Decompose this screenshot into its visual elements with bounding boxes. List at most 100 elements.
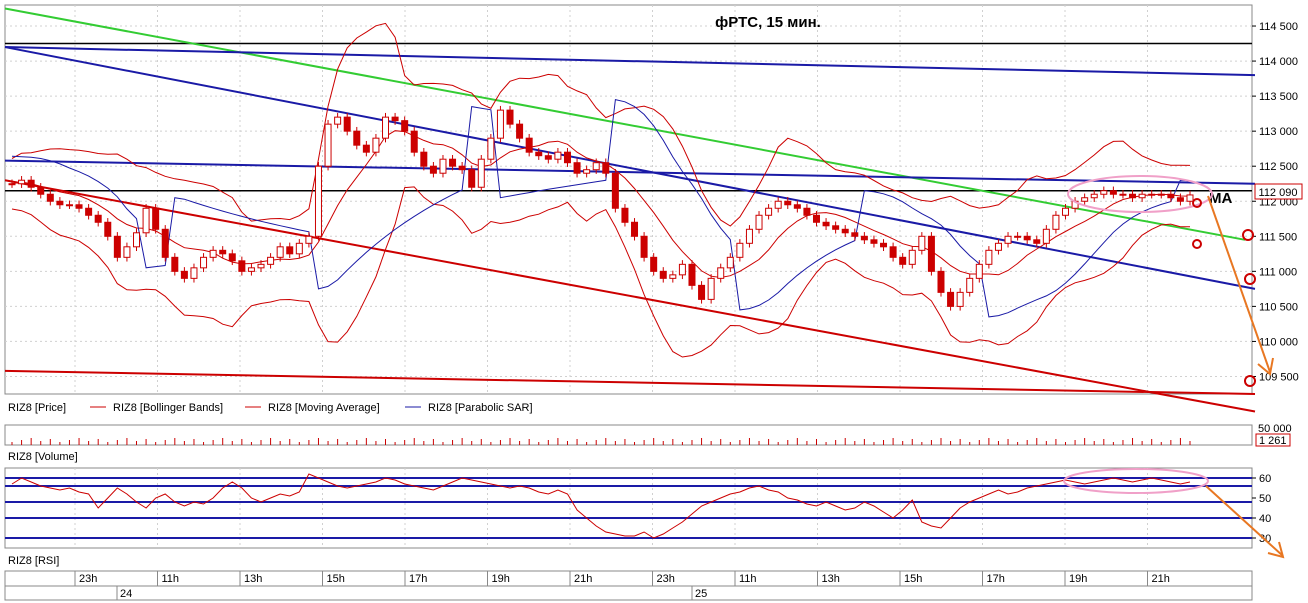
candle-body-115 [1109,190,1117,195]
target-circle-2 [1192,239,1202,249]
candle-body-31 [305,235,313,244]
volume-bars [11,438,1191,445]
candle-body-37 [362,144,370,153]
candle-body-116 [1119,193,1127,196]
price-tick-label-9: 110 000 [1259,336,1298,348]
price-tick-label-6: 111 500 [1259,231,1297,243]
bollinger-lower-line [11,186,1191,358]
candle-body-119 [1148,193,1156,196]
candle-body-96 [927,235,935,272]
candle-body-19 [190,267,198,279]
candle-body-17 [171,256,179,272]
candle-body-23 [228,253,236,262]
legend-parabolic-sar: RIZ8 [Parabolic SAR] [428,402,533,414]
candle-body-12 [123,246,131,258]
projection-arrows [1205,195,1285,559]
candle-body-117 [1129,193,1137,199]
legend-moving-average: RIZ8 [Moving Average] [268,402,380,414]
rsi-panel [4,467,1253,549]
candle-body-55 [535,151,543,157]
candle-body-77 [745,228,753,244]
candle-body-57 [554,151,562,160]
parabolic-sar-line [11,98,1191,318]
candle-body-104 [1004,235,1012,244]
candle-body-74 [717,267,725,279]
price-tick-label-8: 110 500 [1259,301,1298,313]
candle-body-24 [238,260,246,272]
legend-bollinger: RIZ8 [Bollinger Bands] [113,402,223,414]
candle-body-44 [429,165,437,174]
candle-body-88 [851,232,859,237]
trend-line-4 [4,179,1256,413]
chart-title: фРТС, 15 мин. [715,14,821,31]
candle-body-16 [161,228,169,258]
candle-body-70 [678,263,686,276]
price-tick-label-0: 114 500 [1259,21,1298,33]
last-price-label: 112 090 [1259,187,1298,199]
candle-body-79 [765,207,773,216]
time-tick-label-8: 11h [739,573,757,585]
time-axis-ticks: 23h 11h 13h 15h 17h 19h 21h 23h 11h 13h 15h 17h 19h 2… [74,571,1170,586]
candle-body-123 [1186,194,1194,202]
candle-body-56 [544,155,552,160]
rsi-tick-label-2: 40 [1259,513,1271,525]
volume-tick: 50 000 [1258,423,1292,435]
candle-body-107 [1033,239,1041,244]
candle-body-10 [104,221,112,237]
rsi-layer [5,473,1252,539]
candle-body-9 [94,214,102,223]
rsi-panel-label: RIZ8 [RSI] [8,555,59,567]
candle-body-118 [1138,193,1146,199]
price-axis-ticks: 114 500 114 000 113 500 113 000 112 500 112 0… [1252,21,1299,383]
candle-body-45 [439,158,447,174]
candle-body-11 [113,235,121,258]
time-tick-label-11: 17h [987,573,1005,585]
time-tick-label-2: 13h [244,573,262,585]
moving-average-line [11,130,1191,279]
rsi-grid [74,468,1148,548]
bollinger-upper-line [11,22,1191,227]
time-tick-label-4: 17h [409,573,427,585]
candle-body-90 [870,239,878,244]
candle-body-13 [133,232,141,248]
candle-body-51 [496,109,504,139]
price-tick-label-7: 111 000 [1259,266,1297,278]
candle-body-108 [1042,228,1050,244]
price-projection-arrow [1207,195,1271,373]
candle-body-46 [449,158,457,167]
candle-body-94 [908,249,916,265]
candle-body-72 [698,284,706,300]
volume-panel-label: RIZ8 [Volume] [8,451,78,463]
candle-body-120 [1157,193,1165,196]
candle-body-3 [37,186,45,195]
candle-body-30 [295,242,303,255]
candle-body-60 [583,169,591,174]
candle-body-59 [573,162,581,174]
last-price-box [1254,183,1303,200]
candle-body-48 [468,169,476,188]
rsi-line [11,473,1191,539]
candle-body-67 [650,256,658,272]
candle-body-18 [180,270,188,279]
candle-body-63 [611,172,619,209]
candle-body-86 [832,225,840,230]
trend-line-2 [4,46,1256,290]
candle-body-113 [1090,193,1098,199]
candle-body-29 [286,246,294,255]
candle-body-87 [841,228,849,234]
candle-body-38 [372,137,380,153]
day-label-25: 25 [695,588,707,600]
candle-body-106 [1023,235,1031,241]
price-arrow-head [1257,357,1274,376]
candle-body-34 [334,116,342,125]
highlight-ellipse-rsi [1063,468,1209,494]
candle-body-28 [276,246,284,258]
time-tick-label-13: 21h [1152,573,1170,585]
rsi-arrow-head [1267,541,1285,559]
candle-body-84 [812,214,820,223]
candle-body-7 [75,204,83,209]
candle-body-99 [956,291,964,307]
candles [8,105,1194,311]
candle-body-41 [401,120,409,132]
time-tick-label-12: 19h [1069,573,1087,585]
